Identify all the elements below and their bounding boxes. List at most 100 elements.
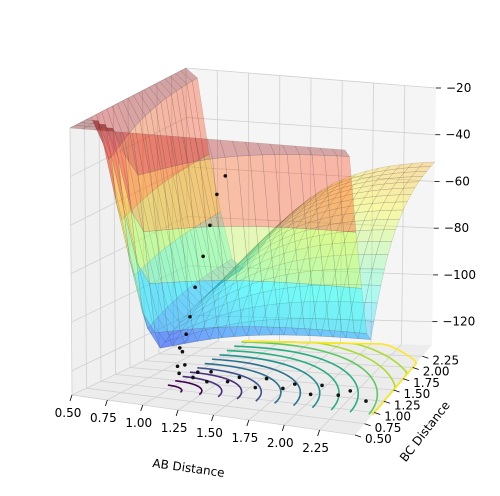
surface-facet bbox=[280, 227, 300, 284]
surface-facet bbox=[351, 241, 369, 255]
surface-facet bbox=[167, 175, 186, 238]
surface-facet bbox=[275, 302, 293, 320]
surface-facet bbox=[254, 326, 272, 336]
surface-facet bbox=[349, 301, 366, 321]
surface-facet bbox=[310, 196, 327, 208]
surface-facet bbox=[96, 111, 115, 161]
surface-facet bbox=[162, 306, 180, 330]
surface-facet bbox=[267, 288, 285, 306]
surface-facet bbox=[222, 263, 240, 281]
surface-facet bbox=[164, 243, 183, 299]
surface-facet bbox=[238, 247, 256, 265]
surface-facet bbox=[293, 227, 312, 285]
surface-facet bbox=[179, 328, 198, 344]
surface-facet bbox=[258, 319, 276, 336]
surface-facet bbox=[307, 146, 325, 156]
surface-facet bbox=[271, 219, 288, 234]
surface-facet bbox=[248, 237, 265, 254]
surface-facet bbox=[371, 195, 389, 204]
surface-facet bbox=[199, 280, 218, 329]
surface-facet bbox=[407, 162, 425, 169]
surface-facet bbox=[328, 178, 345, 188]
surface-facet bbox=[134, 120, 153, 196]
y-tick-mark bbox=[422, 355, 429, 359]
surface-facet bbox=[162, 165, 182, 230]
surface-facet bbox=[387, 209, 404, 220]
surface-facet bbox=[333, 319, 350, 338]
surface-facet bbox=[317, 198, 335, 209]
y-gridline bbox=[142, 90, 404, 380]
surface-facet bbox=[383, 194, 400, 203]
surface-facet bbox=[343, 231, 362, 289]
surface-facet bbox=[356, 268, 373, 286]
surface-facet bbox=[291, 285, 309, 303]
surface-facet bbox=[231, 268, 250, 286]
surface-facet bbox=[184, 330, 203, 344]
surface-facet bbox=[239, 248, 257, 266]
surface-facet bbox=[262, 224, 279, 241]
surface-facet bbox=[399, 171, 416, 178]
surface-facet bbox=[266, 326, 285, 336]
surface-facet bbox=[392, 167, 409, 174]
surface-facet bbox=[130, 210, 150, 284]
surface-facet bbox=[367, 202, 385, 212]
surface-facet bbox=[142, 311, 161, 349]
surface-facet bbox=[363, 210, 381, 221]
energy-surface bbox=[69, 67, 436, 349]
surface-facet bbox=[127, 95, 146, 122]
surface-facet bbox=[376, 173, 394, 181]
surface-facet bbox=[274, 154, 294, 229]
surface-facet bbox=[165, 94, 184, 173]
surface-facet bbox=[285, 218, 303, 233]
surface-facet bbox=[215, 211, 233, 263]
surface-facet bbox=[241, 252, 259, 268]
surface-facet bbox=[194, 137, 213, 161]
surface-facet bbox=[296, 318, 313, 336]
surface-facet bbox=[174, 236, 193, 290]
surface-facet bbox=[403, 166, 420, 173]
surface-facet bbox=[154, 331, 173, 349]
surface-facet bbox=[129, 258, 148, 329]
surface-facet bbox=[90, 114, 110, 160]
surface-facet bbox=[319, 232, 337, 246]
z-tick-label: −100 bbox=[443, 268, 476, 282]
surface-facet bbox=[348, 287, 367, 334]
surface-facet bbox=[299, 201, 316, 213]
surface-facet bbox=[336, 301, 354, 321]
surface-facet bbox=[121, 214, 140, 276]
surface-facet bbox=[252, 244, 271, 261]
trajectory-point bbox=[193, 285, 197, 290]
surface-facet bbox=[360, 179, 378, 188]
surface-facet bbox=[198, 156, 216, 218]
surface-facet bbox=[145, 110, 164, 188]
surface-facet bbox=[284, 239, 302, 254]
surface-facet bbox=[172, 172, 191, 234]
surface-facet bbox=[201, 274, 220, 290]
surface-facet bbox=[260, 228, 277, 246]
surface-facet bbox=[234, 252, 252, 270]
surface-facet bbox=[379, 229, 396, 242]
surface-facet bbox=[279, 286, 297, 304]
surface-facet bbox=[253, 232, 270, 249]
surface-facet bbox=[362, 167, 379, 176]
surface-facet bbox=[224, 267, 242, 285]
surface-facet bbox=[312, 301, 329, 320]
contour-line bbox=[204, 362, 282, 404]
surface-facet bbox=[271, 318, 289, 336]
surface-facet bbox=[379, 182, 397, 191]
surface-facet bbox=[407, 176, 424, 183]
contour-line bbox=[242, 340, 418, 416]
surface-facet bbox=[237, 155, 257, 227]
surface-facet bbox=[276, 234, 294, 249]
surface-facet bbox=[267, 253, 285, 269]
surface-facet bbox=[191, 299, 209, 316]
surface-facet bbox=[283, 318, 301, 336]
surface-facet bbox=[206, 271, 224, 286]
y-tick-label: 1.75 bbox=[413, 376, 440, 390]
surface-facet bbox=[206, 226, 225, 281]
surface-facet bbox=[373, 165, 391, 173]
surface-facet bbox=[372, 254, 389, 270]
surface-facet bbox=[367, 229, 385, 242]
contour-line bbox=[197, 367, 263, 402]
surface-facet bbox=[273, 214, 291, 229]
